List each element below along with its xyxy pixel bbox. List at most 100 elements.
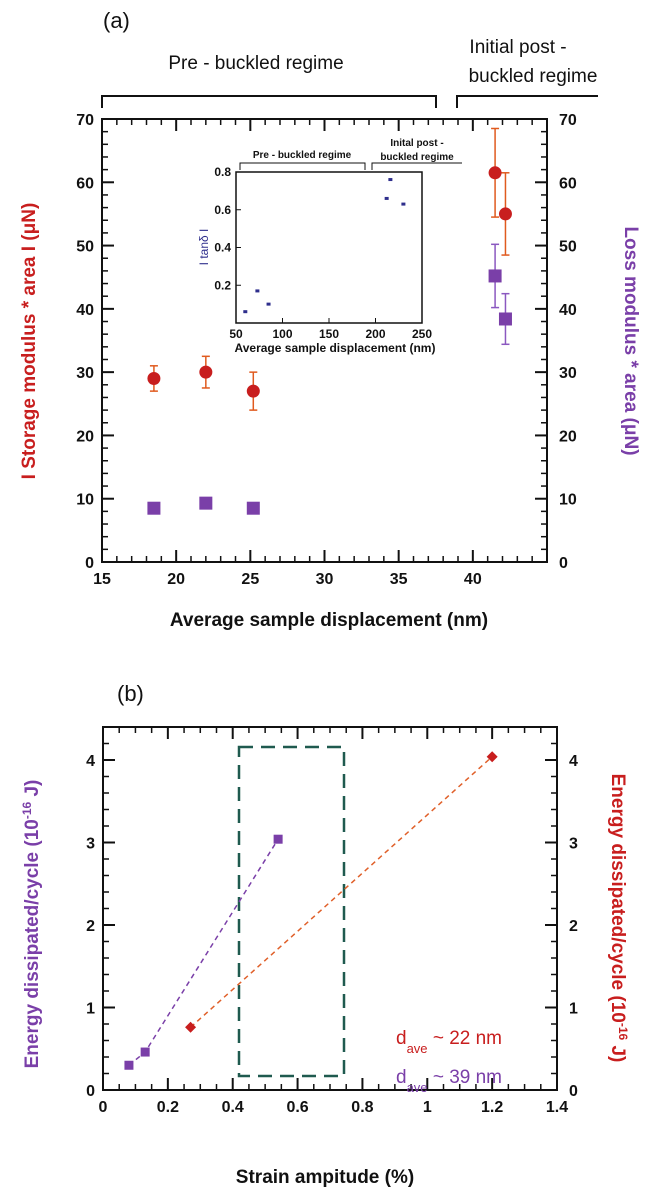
panel-b-x-axis-label: Strain ampitude (%) [236, 1167, 414, 1188]
loss-modulus-point [246, 501, 260, 515]
inset-tan-delta-point [401, 202, 406, 206]
pre-buckled-bracket [101, 95, 437, 108]
legend-22nm: dave ~ 22 nm [396, 1028, 502, 1056]
panel-a-x-tick-label: 30 [316, 571, 334, 588]
energy-39nm-point [140, 1047, 150, 1057]
panel-b-x-tick-label: 0.6 [286, 1099, 308, 1116]
inset-post-bracket [371, 162, 462, 170]
panel-b-left-tick-label: 4 [86, 753, 95, 770]
inset-tan-delta-point [266, 302, 271, 306]
inset-frame [235, 171, 423, 324]
panel-a-left-axis-label: I Storage modulus * area I (μN) [19, 203, 40, 480]
inset-post-label-line1: Inital post - [390, 138, 443, 149]
panel-a-right-tick-label: 50 [559, 239, 577, 256]
energy-39nm-point [273, 834, 283, 844]
panel-b-right-tick-label: 4 [569, 753, 578, 770]
panel-a-x-tick-label: 20 [167, 571, 185, 588]
panel-b-x-tick-label: 1.4 [546, 1099, 568, 1116]
post-buckled-bracket [456, 95, 598, 108]
panel-a-left-tick-label: 60 [76, 175, 94, 192]
panel-a-data [147, 127, 512, 515]
loss-modulus-point [488, 269, 502, 283]
inset-y-tick-label: 0.2 [214, 278, 231, 292]
loss-modulus-point [199, 496, 213, 510]
series-line [128, 838, 279, 1066]
energy-22nm-point [486, 751, 498, 763]
panel-a-right-tick-label: 0 [559, 555, 568, 572]
panel-a-x-tick-label: 40 [464, 571, 482, 588]
inset-y-tick-label: 0.8 [214, 165, 231, 179]
loss-modulus-point [147, 501, 161, 515]
energy-39nm-point [124, 1060, 134, 1070]
inset-y-axis-label: I tanδ I [197, 229, 211, 266]
inset-x-axis-label: Average sample displacement (nm) [235, 341, 436, 355]
panel-b-right-tick-label: 0 [569, 1083, 578, 1100]
panel-b-x-tick-label: 1 [423, 1099, 432, 1116]
inset-post-label-line2: buckled regime [380, 152, 454, 163]
panel-a-x-axis-label: Average sample displacement (nm) [170, 610, 488, 631]
highlight-box [237, 745, 346, 1078]
panel-b-right-tick-label: 2 [569, 918, 578, 935]
loss-modulus-point [498, 312, 512, 326]
panel-a-right-tick-label: 10 [559, 492, 577, 509]
inset-x-tick-label: 150 [319, 327, 339, 341]
inset-tan-delta-point [255, 289, 260, 293]
panel-b-x-tick-label: 0 [99, 1099, 108, 1116]
storage-modulus-point [488, 166, 502, 180]
panel-a-label: (a) [103, 8, 130, 33]
inset-y-tick-label: 0.4 [214, 241, 231, 255]
panel-a-left-tick-label: 40 [76, 302, 94, 319]
pre-buckled-regime-label: Pre - buckled regime [168, 53, 343, 74]
panel-a-left-tick-label: 70 [76, 112, 94, 129]
panel-a-left-tick-label: 50 [76, 239, 94, 256]
panel-b-x-tick-label: 0.2 [157, 1099, 179, 1116]
panel-a-left-tick-label: 20 [76, 428, 94, 445]
inset-chart: 50 100 150 200 250 0.2 0.4 0.6 0.8 [214, 165, 432, 341]
inset-y-tick-label: 0.6 [214, 203, 231, 217]
panel-b-left-tick-label: 2 [86, 918, 95, 935]
storage-modulus-point [498, 207, 512, 221]
inset-x-tick-label: 100 [272, 327, 292, 341]
panel-b-x-tick-label: 1.2 [481, 1099, 503, 1116]
panel-a-x-tick-label: 35 [390, 571, 408, 588]
panel-a-left-tick-label: 10 [76, 492, 94, 509]
legend-39nm: dave ~ 39 nm [396, 1067, 502, 1095]
panel-b-right-tick-label: 1 [569, 1001, 578, 1018]
panel-a-left-tick-label: 30 [76, 365, 94, 382]
panel-b-left-axis-label: Energy dissipated/cycle (10-16 J) [20, 780, 43, 1069]
panel-a-x-tick-label: 25 [241, 571, 259, 588]
panel-a-right-tick-label: 40 [559, 302, 577, 319]
panel-b-label: (b) [117, 681, 144, 706]
panel-a-axes: 15 20 25 30 35 40 0 0 10 10 20 20 30 30 40 40 50 50 60 60 70… [76, 112, 577, 588]
panel-b-left-tick-label: 1 [86, 1001, 95, 1018]
storage-modulus-point [199, 365, 213, 379]
panel-a-x-tick-label: 15 [93, 571, 111, 588]
panel-a-right-tick-label: 70 [559, 112, 577, 129]
panel-a-left-tick-label: 0 [85, 555, 94, 572]
post-buckled-regime-label-line1: Initial post - [469, 37, 566, 58]
panel-b-right-tick-label: 3 [569, 836, 578, 853]
panel-b-x-tick-label: 0.8 [351, 1099, 373, 1116]
panel-a-right-tick-label: 20 [559, 428, 577, 445]
inset-tan-delta-point [384, 196, 389, 200]
panel-a-right-tick-label: 30 [559, 365, 577, 382]
energy-22nm-point [185, 1021, 197, 1033]
series-line [190, 756, 493, 1028]
panel-a-right-axis-label: Loss modulus * area (μN) [620, 226, 641, 455]
storage-modulus-point [147, 371, 161, 385]
panel-b-axes: 0 0.2 0.4 0.6 0.8 1 1.2 1.40 01 12 23 34 4 [86, 726, 578, 1116]
inset-pre-buckled-label: Pre - buckled regime [253, 150, 352, 161]
panel-a-right-tick-label: 60 [559, 175, 577, 192]
post-buckled-regime-label-line2: buckled regime [469, 66, 598, 87]
inset-tan-delta-point [243, 310, 248, 314]
panel-b-left-tick-label: 3 [86, 836, 95, 853]
inset-tan-delta-point [388, 178, 393, 182]
storage-modulus-point [246, 384, 260, 398]
panel-b-right-axis-label: Energy dissipated/cycle (10-16 J) [607, 774, 630, 1063]
panel-b-x-tick-label: 0.4 [222, 1099, 244, 1116]
inset-pre-bracket [239, 162, 366, 170]
inset-x-tick-label: 250 [412, 327, 432, 341]
panel-b-data [124, 751, 498, 1070]
inset-x-tick-label: 200 [365, 327, 385, 341]
